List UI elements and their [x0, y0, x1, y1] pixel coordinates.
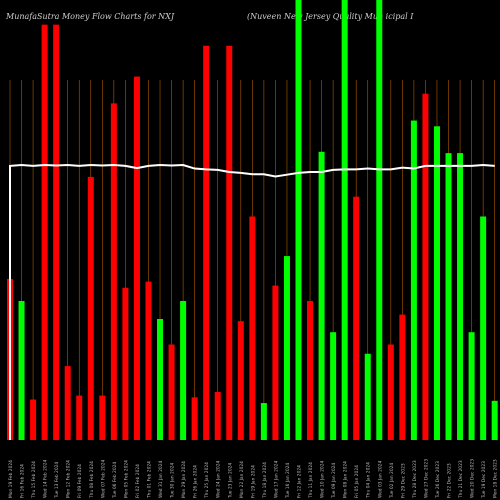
bar	[353, 196, 360, 440]
bar	[237, 321, 244, 440]
bar	[99, 395, 106, 440]
x-tick-label: Thu 28 Dec 2023	[412, 460, 418, 499]
x-tick-label: Fri 02 Feb 2024	[135, 464, 141, 498]
x-tick-label: Wed 07 Feb 2024	[100, 460, 106, 498]
bar	[18, 300, 25, 440]
bar	[249, 216, 256, 440]
x-tick-label: Tue 16 Jan 2024	[285, 463, 291, 499]
x-tick-label: Thu 11 Jan 2024	[308, 462, 314, 499]
x-tick-label: Fri 22 Dec 2023	[447, 463, 453, 498]
x-tick-label: Tue 30 Jan 2024	[170, 463, 176, 499]
chart-header: MunafaSutra Money Flow Charts for NXJ (N…	[0, 0, 500, 40]
x-tick-label: Wed 03 Jan 2024	[377, 461, 383, 498]
x-tick-label: Thu 18 Jan 2024	[262, 462, 268, 499]
bar	[260, 403, 267, 440]
x-tick-label: Wed 20 Dec 2023	[470, 459, 476, 498]
bar	[387, 344, 394, 440]
bar	[283, 256, 290, 440]
bar	[30, 399, 37, 440]
x-tick-label: Mon 12 Feb 2024	[66, 460, 72, 498]
x-tick-label: Tue 23 Jan 2024	[227, 463, 233, 499]
bar	[445, 153, 452, 440]
x-tick-label: Fri 19 Jan 2024	[250, 465, 256, 498]
bar	[76, 395, 83, 440]
bar	[191, 397, 198, 440]
bar	[157, 319, 164, 440]
x-tick-label: Wed 24 Jan 2024	[216, 461, 222, 498]
bar	[168, 344, 175, 440]
x-tick-label: Tue 26 Dec 2023	[435, 461, 441, 499]
x-tick-label: Mon 22 Jan 2024	[239, 461, 245, 498]
bar	[110, 103, 117, 441]
bar	[295, 0, 302, 440]
x-tick-label: Tue 06 Feb 2024	[112, 462, 118, 499]
x-tick-label: Mon 29 Jan 2024	[181, 461, 187, 498]
chart-subtitle: (Nuveen New Jersey Quality Mun icipal I	[247, 12, 414, 21]
bar	[226, 45, 233, 440]
bar	[145, 281, 152, 440]
x-tick-label: Fri 12 Jan 2024	[297, 465, 303, 498]
bar	[433, 126, 440, 440]
x-tick-label: Mon 19 Feb 2024	[8, 460, 14, 498]
x-tick-label: Fri 29 Dec 2023	[400, 463, 406, 498]
bar	[41, 24, 48, 440]
bar	[180, 300, 187, 440]
x-tick-label: Wed 10 Jan 2024	[320, 461, 326, 498]
x-tick-label: Mon 05 Feb 2024	[123, 460, 129, 498]
bar	[457, 153, 464, 440]
bar	[64, 366, 71, 440]
x-tick-label: Wed 17 Jan 2024	[273, 461, 279, 498]
bar	[376, 0, 383, 440]
x-tick-label: Thu 15 Feb 2024	[31, 461, 37, 499]
x-tick-label: Thu 08 Feb 2024	[89, 461, 95, 499]
bar	[491, 400, 498, 440]
x-tick-label: Tue 19 Dec 2023	[481, 461, 487, 499]
x-tick-label: Fri 26 Jan 2024	[193, 465, 199, 498]
x-tick-label: Fri 16 Feb 2024	[20, 464, 26, 498]
series-line	[9, 163, 495, 440]
bar	[87, 176, 94, 440]
bar	[410, 120, 417, 440]
x-tick-label: Thu 01 Feb 2024	[146, 461, 152, 499]
x-tick-label: Wed 27 Dec 2023	[423, 459, 429, 498]
bar	[399, 314, 406, 440]
x-tick-label: Thu 04 Jan 2024	[366, 462, 372, 499]
bar	[422, 93, 429, 440]
bar	[214, 392, 221, 440]
bar	[133, 76, 140, 440]
bar	[318, 151, 325, 441]
bar	[203, 45, 210, 440]
x-tick-label: Wed 14 Feb 2024	[43, 460, 49, 498]
bar	[272, 285, 279, 440]
x-tick-label: Fri 05 Jan 2024	[354, 465, 360, 498]
bar	[364, 353, 371, 440]
x-tick-label: Wed 31 Jan 2024	[158, 461, 164, 498]
bar	[480, 216, 487, 440]
x-tick-label: Tue 02 Jan 2024	[389, 463, 395, 499]
x-tick-label: Mon 08 Jan 2024	[343, 461, 349, 498]
x-tick-label: Thu 25 Jan 2024	[204, 462, 210, 499]
bar	[53, 24, 60, 440]
x-tick-label: Tue 09 Jan 2024	[331, 463, 337, 499]
x-tick-label: Fri 09 Feb 2024	[77, 464, 83, 498]
bar	[307, 300, 314, 440]
x-tick-label: Tue 13 Feb 2024	[54, 462, 60, 499]
bar	[122, 287, 129, 440]
x-tick-label: Mon 18 Dec 2023	[493, 459, 499, 498]
x-tick-label: Thu 21 Dec 2023	[458, 460, 464, 499]
bar	[468, 332, 475, 440]
chart-title: MunafaSutra Money Flow Charts for NXJ	[6, 12, 175, 21]
bar	[341, 0, 348, 440]
bar	[330, 332, 337, 440]
